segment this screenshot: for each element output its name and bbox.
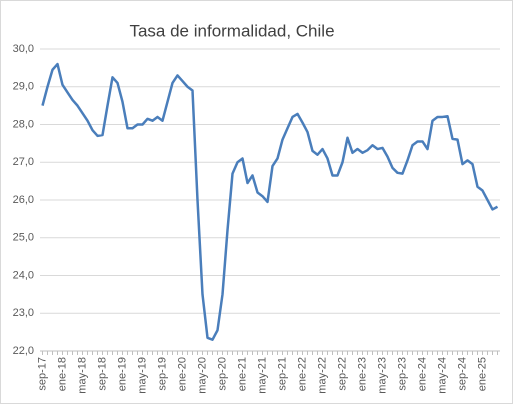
- line-series: [41, 62, 499, 341]
- y-tick-label: 27,0: [13, 156, 34, 168]
- x-tick-label: may-22: [316, 357, 328, 394]
- y-tick-label: 24,0: [13, 269, 34, 281]
- x-tick-label: sep-24: [456, 357, 468, 391]
- x-tick-label: ene-23: [356, 357, 368, 391]
- y-tick-label: 28,0: [13, 118, 34, 130]
- x-tick-label: may-20: [196, 357, 208, 394]
- chart-title: Tasa de informalidad, Chile: [129, 21, 334, 40]
- x-tick-label: ene-25: [476, 357, 488, 391]
- y-tick-label: 30,0: [13, 43, 34, 55]
- x-tick-label: may-18: [76, 357, 88, 394]
- x-tick-label: may-24: [436, 357, 448, 394]
- y-tick-label: 25,0: [13, 232, 34, 244]
- y-tick-label: 23,0: [13, 307, 34, 319]
- x-tick-label: ene-18: [56, 357, 68, 391]
- x-tick-label: ene-19: [116, 357, 128, 391]
- x-tick-label: may-21: [256, 357, 268, 394]
- x-tick-label: may-23: [376, 357, 388, 394]
- x-tick-label: sep-19: [156, 357, 168, 391]
- y-tick-label: 22,0: [13, 345, 34, 357]
- x-tick-label: ene-20: [176, 357, 188, 391]
- x-tick-label: sep-21: [276, 357, 288, 391]
- x-tick-label: sep-23: [396, 357, 408, 391]
- x-tick-label: sep-20: [216, 357, 228, 391]
- x-tick-label: sep-17: [36, 357, 48, 391]
- x-tick-label: may-19: [136, 357, 148, 394]
- y-tick-label: 29,0: [13, 81, 34, 93]
- x-tick-label: ene-22: [296, 357, 308, 391]
- y-tick-label: 26,0: [13, 194, 34, 206]
- x-tick-label: sep-18: [96, 357, 108, 391]
- x-tick-label: ene-21: [236, 357, 248, 391]
- x-tick-label: ene-24: [416, 357, 428, 391]
- x-tick-label: sep-22: [336, 357, 348, 391]
